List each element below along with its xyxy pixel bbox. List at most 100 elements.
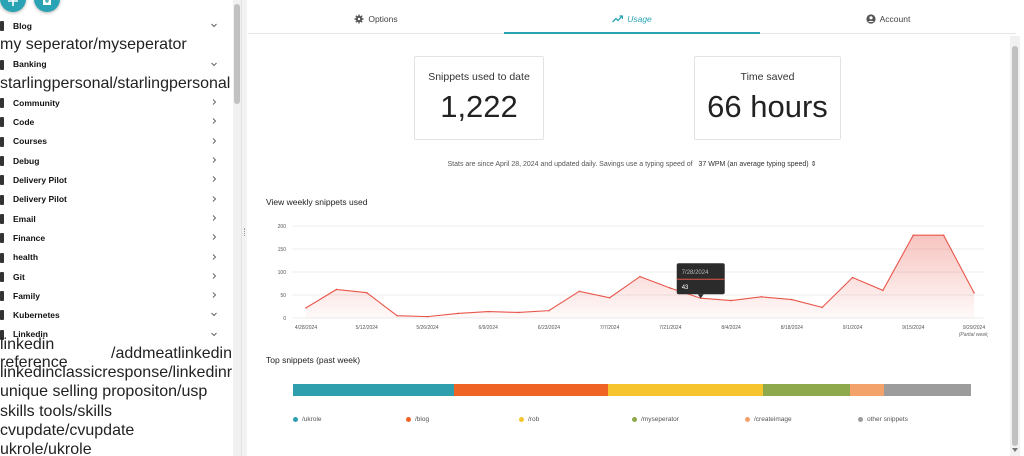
tab-account[interactable]: Account [760, 4, 1016, 33]
sidebar-scrollbar-thumb[interactable] [234, 4, 240, 104]
chevron-down-icon[interactable] [210, 330, 218, 338]
data-point [791, 298, 793, 301]
typing-speed-select[interactable]: 37 WPM (an average typing speed) ⇕ [699, 161, 817, 168]
top-snippets-bar[interactable] [293, 384, 971, 396]
sidebar-snippet[interactable]: skills tools/skills [0, 402, 232, 421]
snippet-shortcut-tag: /starlingpersonal [112, 74, 231, 92]
chevron-right-icon[interactable] [210, 98, 218, 106]
data-point [517, 311, 520, 314]
chevron-right-icon[interactable] [210, 137, 218, 145]
main-scrollbar[interactable] [1010, 36, 1020, 456]
tooltip-pointer [697, 294, 704, 299]
chevron-right-icon[interactable] [210, 233, 218, 241]
sidebar-folder[interactable]: Blog [0, 16, 232, 35]
top-snippets-segment[interactable] [608, 384, 763, 396]
sidebar-folder[interactable]: health [0, 248, 232, 267]
chevron-down-icon[interactable] [210, 310, 218, 318]
data-point [973, 291, 975, 294]
folder-marker [0, 329, 4, 340]
chevron-right-icon[interactable] [210, 175, 218, 183]
y-tick-label: 200 [278, 224, 287, 230]
gear-icon [354, 14, 364, 23]
top-snippets-segment[interactable] [883, 384, 971, 396]
folder-label: health [13, 252, 39, 263]
sidebar-folder[interactable]: Code [0, 112, 232, 131]
legend-dot [858, 417, 863, 422]
chevron-right-icon[interactable] [210, 291, 218, 299]
top-snippets-segment[interactable] [293, 384, 455, 396]
sidebar-folder[interactable]: Delivery Pilot [0, 170, 232, 189]
sidebar-scrollbar[interactable] [233, 0, 241, 456]
sidebar-folder[interactable]: Finance [0, 228, 232, 247]
sidebar-snippet[interactable]: linkedin reference/addmeatlinkedin [0, 336, 232, 371]
chevron-right-icon[interactable] [210, 272, 218, 280]
chevron-down-icon[interactable] [210, 60, 218, 68]
tab-usage[interactable]: Usage [504, 4, 760, 34]
new-folder-button[interactable] [34, 0, 60, 12]
y-tick-label: 150 [278, 247, 287, 253]
sidebar-folder[interactable]: Email [0, 209, 232, 228]
legend-item: /myseperator [632, 416, 679, 423]
data-point [457, 312, 459, 315]
chevron-down-icon[interactable] [210, 21, 218, 29]
sidebar-snippet[interactable]: starlingpersonal/starlingpersonal [0, 74, 232, 93]
sidebar-snippet[interactable]: ukrole/ukrole [0, 441, 232, 456]
snippet-shortcut-tag: /skills [72, 402, 113, 420]
sidebar-folder[interactable]: Debug [0, 151, 232, 170]
snippet-label: starlingpersonal [0, 74, 113, 92]
sidebar-folder[interactable]: Kubernetes [0, 305, 232, 324]
folder-label: Code [13, 117, 35, 128]
sidebar-snippet[interactable]: linkedinclassicresponse/linkedinresponse [0, 363, 232, 382]
sidebar-folder[interactable]: Family [0, 286, 232, 305]
snippet-shortcut-tag: /linkedinresponse [168, 363, 232, 381]
snippets-used-title: Snippets used to date [428, 71, 530, 83]
sidebar-folder[interactable]: Courses [0, 132, 232, 151]
sidebar-snippet[interactable]: unique selling propositon/usp [0, 383, 232, 402]
folder-marker [0, 213, 4, 224]
sidebar-folder[interactable]: Community [0, 93, 232, 112]
legend-item: /blog [406, 416, 429, 423]
tooltip-date: 7/28/2024 [682, 270, 709, 276]
snippet-shortcut-tag: /myseperator [93, 35, 187, 53]
sidebar-folder[interactable]: Git [0, 267, 232, 286]
new-snippet-button[interactable] [0, 0, 26, 12]
main-panel: Options Usage Account Snippets used to d… [248, 0, 1024, 456]
folder-marker [0, 310, 4, 321]
tooltip-value: 43 [682, 285, 689, 291]
snippet-label: linkedin reference [0, 335, 68, 371]
main-scrollbar-thumb[interactable] [1012, 46, 1018, 446]
chevron-right-icon[interactable] [210, 195, 218, 203]
data-point [578, 290, 581, 293]
top-snippets-segment[interactable] [850, 384, 884, 396]
folder-marker [0, 252, 4, 263]
sidebar-folder[interactable]: Delivery Pilot [0, 190, 232, 209]
trending-up-icon [612, 14, 624, 22]
data-point [699, 297, 702, 300]
tab-options[interactable]: Options [248, 4, 504, 33]
chevron-right-icon[interactable] [210, 214, 218, 222]
top-snippets-segment[interactable] [762, 384, 851, 396]
legend-label: /myseperator [641, 416, 679, 423]
chevron-right-icon[interactable] [210, 156, 218, 164]
sidebar-snippet[interactable]: cvupdate/cvupdate [0, 421, 232, 440]
x-tick-label: 9/15/2024 [902, 325, 924, 331]
sidebar-snippet[interactable]: my seperator/myseperator [0, 35, 232, 54]
chevron-right-icon[interactable] [210, 253, 218, 261]
data-point [305, 307, 307, 309]
chevron-right-icon[interactable] [210, 117, 218, 125]
scroll-down-arrow[interactable] [1012, 448, 1018, 452]
data-point [396, 314, 398, 317]
top-snippets-segment[interactable] [454, 384, 609, 396]
folder-label: Banking [13, 59, 47, 70]
sidebar-folder[interactable]: Linkedin [0, 325, 232, 344]
data-point [760, 296, 763, 298]
weekly-chart-title: View weekly snippets used [266, 197, 368, 207]
data-point [487, 310, 489, 313]
resize-handle[interactable] [244, 228, 246, 236]
data-point [365, 291, 368, 294]
folder-label: Debug [13, 155, 40, 166]
folder-label: Courses [13, 136, 48, 147]
weekly-snippets-chart[interactable]: 0 50 100 150 200 4/28/2024 5/12/2024 5/26/2024 6… [266, 212, 988, 342]
sidebar-folder[interactable]: Banking [0, 55, 232, 74]
y-tick-label: 100 [278, 270, 287, 276]
